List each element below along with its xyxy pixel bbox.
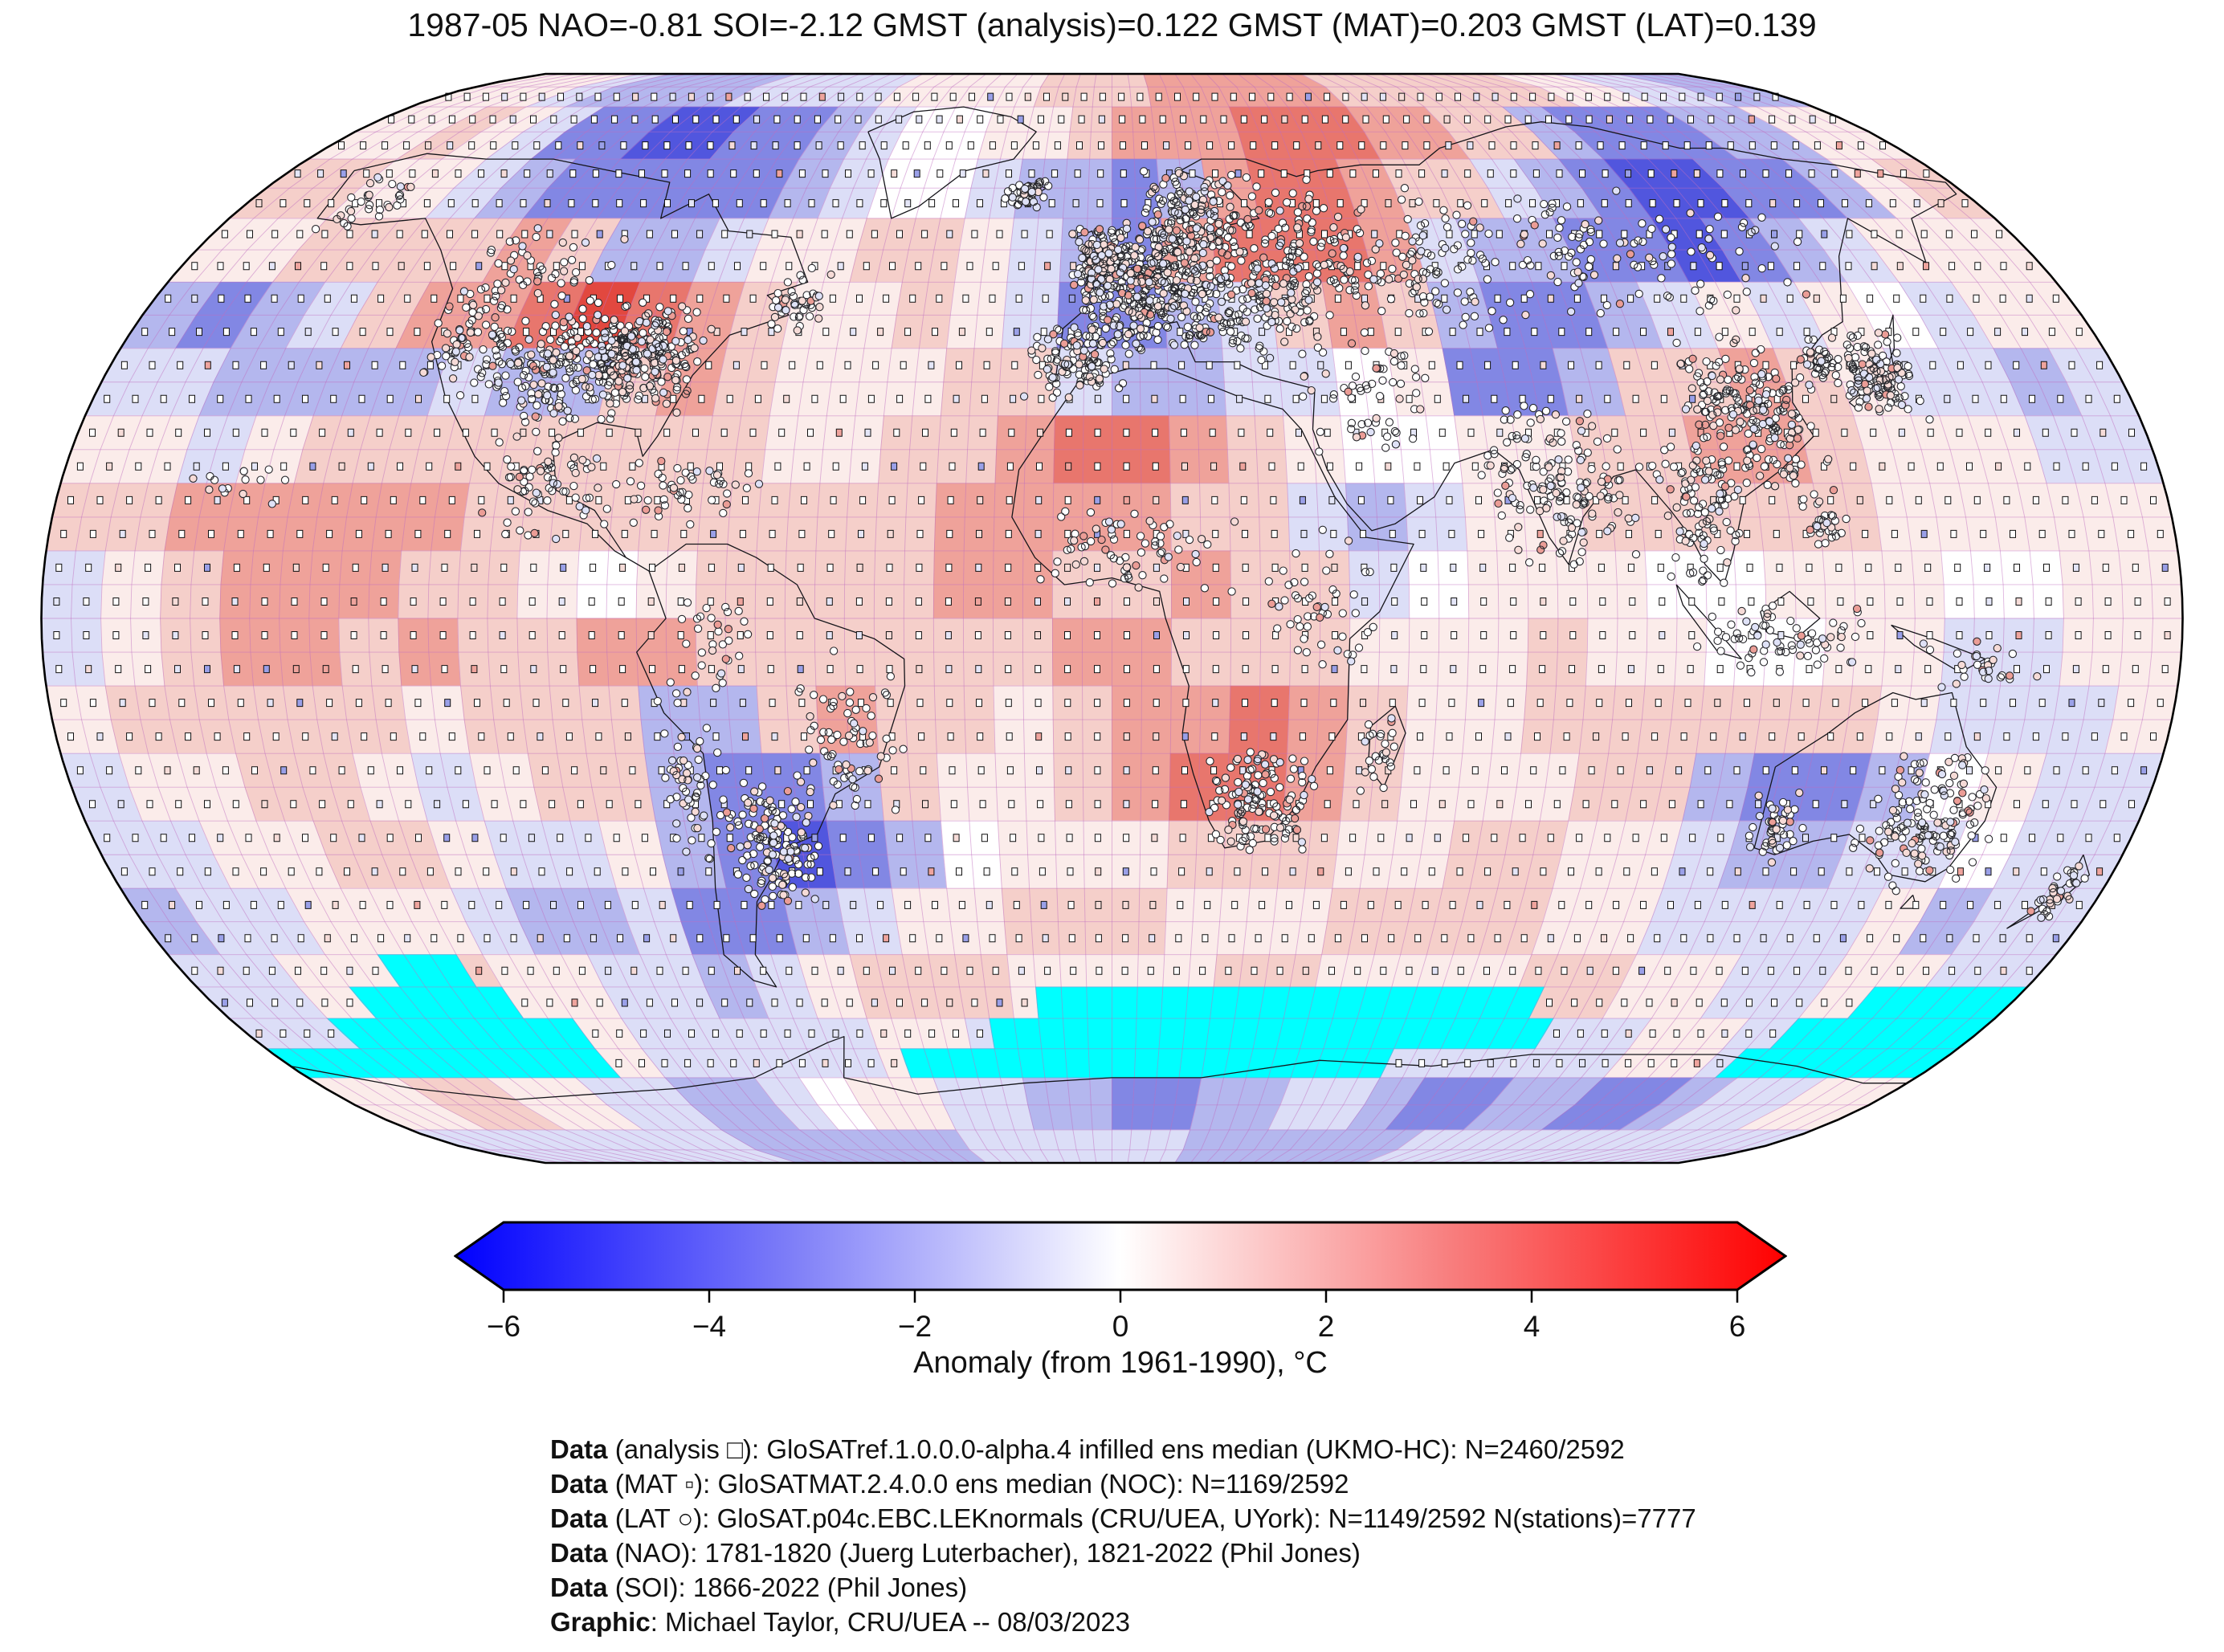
credit-prefix: Data	[550, 1538, 608, 1568]
credit-text: : Michael Taylor, CRU/UEA -- 08/03/2023	[650, 1607, 1131, 1637]
credit-text: (LAT ○): GloSAT.p04c.EBC.LEKnormals (CRU…	[607, 1503, 1696, 1533]
svg-text:−6: −6	[487, 1310, 520, 1343]
figure-title: 1987-05 NAO=-0.81 SOI=-2.12 GMST (analys…	[407, 6, 1817, 43]
svg-text:−4: −4	[692, 1310, 726, 1343]
colorbar-canvas: −6 −4 −2 0 2 4 6	[454, 1221, 1787, 1343]
world-anomaly-map	[0, 47, 2224, 1187]
credit-line-nao: Data (NAO): 1781-1820 (Juerg Luterbacher…	[550, 1536, 1696, 1570]
map-canvas	[40, 72, 2184, 1165]
credit-line-mat: Data (MAT ▫): GloSATMAT.2.4.0.0 ens medi…	[550, 1466, 1696, 1501]
credit-text: (MAT ▫): GloSATMAT.2.4.0.0 ens median (N…	[607, 1469, 1349, 1499]
colorbar-label: Anomaly (from 1961-1990), °C	[913, 1346, 1328, 1380]
credit-line-soi: Data (SOI): 1866-2022 (Phil Jones)	[550, 1570, 1696, 1605]
credit-text: (analysis □): GloSATref.1.0.0.0-alpha.4 …	[607, 1434, 1625, 1464]
credit-line-graphic: Graphic: Michael Taylor, CRU/UEA -- 08/0…	[550, 1605, 1696, 1639]
svg-text:6: 6	[1729, 1310, 1746, 1343]
credit-text: (NAO): 1781-1820 (Juerg Luterbacher), 18…	[607, 1538, 1361, 1568]
credit-prefix: Data	[550, 1572, 608, 1602]
credit-line-lat: Data (LAT ○): GloSAT.p04c.EBC.LEKnormals…	[550, 1501, 1696, 1536]
colorbar: −6 −4 −2 0 2 4 6	[454, 1218, 1787, 1346]
svg-text:4: 4	[1524, 1310, 1540, 1343]
svg-text:0: 0	[1112, 1310, 1129, 1343]
credit-prefix: Data	[550, 1503, 608, 1533]
credit-prefix: Data	[550, 1434, 608, 1464]
data-credits: Data (analysis □): GloSATref.1.0.0.0-alp…	[550, 1432, 1696, 1639]
credit-line-analysis: Data (analysis □): GloSATref.1.0.0.0-alp…	[550, 1432, 1696, 1466]
credit-prefix: Graphic	[550, 1607, 651, 1637]
credit-prefix: Data	[550, 1469, 608, 1499]
svg-text:−2: −2	[898, 1310, 932, 1343]
svg-text:2: 2	[1318, 1310, 1335, 1343]
credit-text: (SOI): 1866-2022 (Phil Jones)	[607, 1572, 968, 1602]
